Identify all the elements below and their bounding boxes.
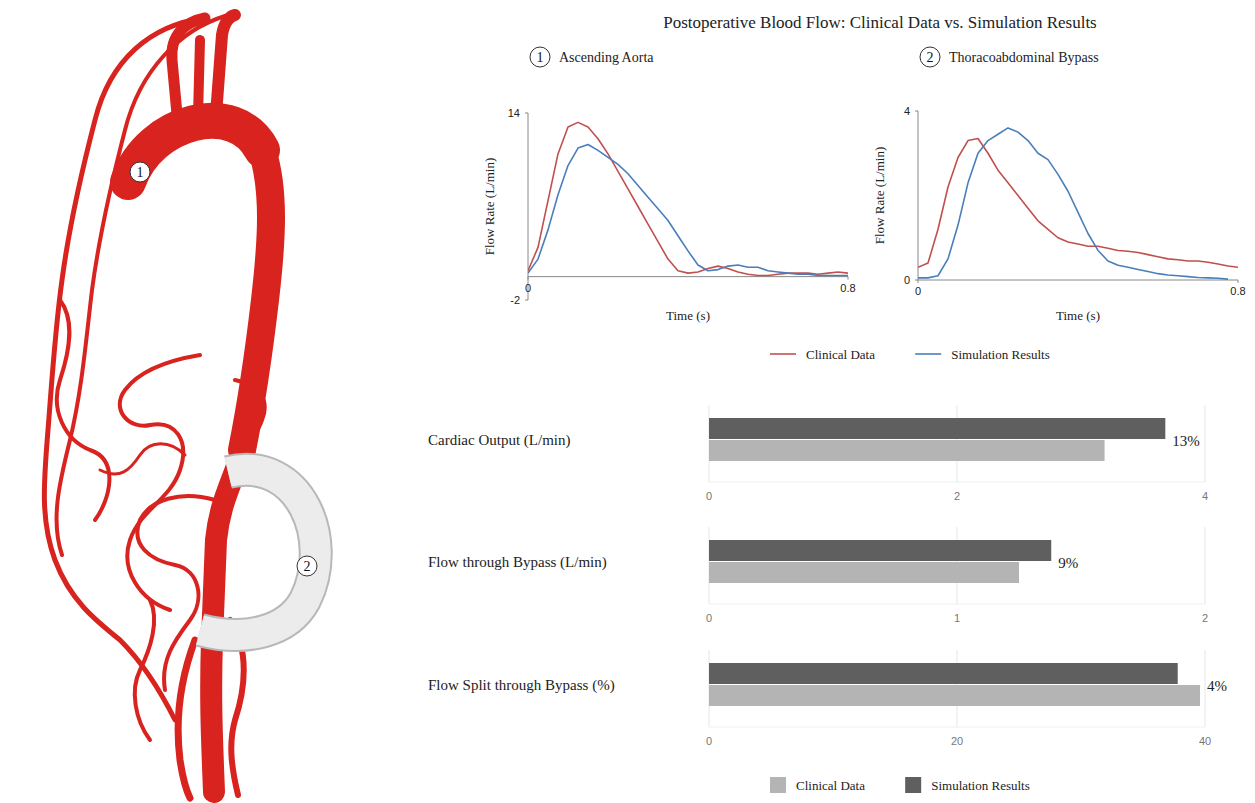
- figure: Postoperative Blood Flow: Clinical Data …: [0, 0, 1255, 803]
- y-tick: [915, 111, 918, 112]
- x-tick: [1238, 280, 1239, 283]
- x-tick-label: 0: [706, 490, 712, 502]
- y-tick-label: 4: [904, 105, 910, 117]
- category-label: Flow Split through Bypass (%): [428, 677, 615, 694]
- bar: [709, 685, 1200, 706]
- vessel: [135, 600, 154, 740]
- series-line: [528, 122, 848, 275]
- x-tick: [918, 280, 919, 283]
- chart-marker: [920, 47, 940, 67]
- grid-line: [1205, 405, 1206, 482]
- plot-area: [918, 128, 1238, 279]
- vessel: [178, 640, 195, 798]
- bypass-graft-outline: [200, 470, 316, 635]
- x-tick-label: 1: [954, 612, 960, 624]
- x-axis-title: Time (s): [1056, 308, 1100, 323]
- y-tick-label: 0: [904, 274, 910, 286]
- bar-chart: 0 2 4 Cardiac Output (L/min) 13%: [428, 405, 1208, 502]
- plot-area: [709, 663, 1200, 706]
- vessel-diagram: 12: [44, 15, 317, 798]
- legend-label: Simulation Results: [931, 778, 1030, 793]
- vessel: [57, 16, 225, 555]
- legend-label: Simulation Results: [951, 347, 1050, 362]
- bar-chart: 0 1 2 Flow through Bypass (L/min) 9%: [428, 527, 1208, 624]
- x-tick-label: 0: [706, 612, 712, 624]
- vessel: [100, 444, 185, 474]
- legend: Clinical Data Simulation Results: [770, 347, 1050, 362]
- y-tick-label: 14: [508, 107, 520, 119]
- bar: [709, 440, 1105, 461]
- line-chart: 1 Ascending Aorta -2 14 0 0.8 Time (s) Flow Rat…: [482, 47, 856, 323]
- x-axis: [528, 276, 848, 277]
- y-tick: [525, 300, 528, 301]
- diagram-marker: [130, 162, 150, 182]
- difference-label: 9%: [1058, 555, 1078, 571]
- legend-label: Clinical Data: [796, 778, 865, 793]
- x-tick-label: 2: [1202, 612, 1208, 624]
- x-tick: [848, 277, 849, 280]
- diagram-marker-label: 1: [137, 165, 144, 180]
- line-chart: 2 Thoracoabdominal Bypass 0 4 0 0.8 Time (s) Fl…: [872, 47, 1246, 323]
- difference-label: 13%: [1172, 433, 1200, 449]
- x-tick-label: 0: [706, 735, 712, 747]
- x-axis: [918, 280, 1238, 281]
- bar-chart: 0 20 40 Flow Split through Bypass (%) 4%: [428, 650, 1227, 747]
- bar: [709, 540, 1051, 561]
- vessel: [128, 121, 262, 182]
- grid-line: [1205, 527, 1206, 604]
- legend-label: Clinical Data: [806, 347, 875, 362]
- bypass-graft: [200, 470, 316, 635]
- figure-title: Postoperative Blood Flow: Clinical Data …: [663, 13, 1096, 32]
- x-tick-label: 4: [1202, 490, 1208, 502]
- series-line: [918, 138, 1238, 267]
- x-tick-label: 0: [525, 282, 531, 294]
- category-label: Cardiac Output (L/min): [428, 432, 570, 449]
- y-axis-title: Flow Rate (L/min): [872, 147, 887, 245]
- plot-area: [528, 122, 848, 275]
- grid-line: [1205, 650, 1206, 727]
- legend-swatch: [770, 777, 786, 793]
- vessel: [57, 300, 110, 520]
- x-tick: [528, 277, 529, 280]
- x-tick-label: 0.8: [1230, 285, 1245, 297]
- y-axis: [918, 111, 919, 280]
- x-tick-label: 20: [951, 735, 963, 747]
- x-axis-title: Time (s): [666, 308, 710, 323]
- chart-marker: [530, 47, 550, 67]
- x-tick-label: 2: [954, 490, 960, 502]
- difference-label: 4%: [1207, 678, 1227, 694]
- legend-swatch: [905, 777, 921, 793]
- legend: Clinical Data Simulation Results: [770, 777, 1030, 793]
- series-line: [918, 128, 1228, 279]
- vessel: [242, 150, 271, 450]
- x-tick-label: 0.8: [840, 282, 855, 294]
- series-line: [528, 145, 848, 276]
- chart-title: Thoracoabdominal Bypass: [949, 50, 1099, 65]
- legend-swatch: [915, 353, 941, 355]
- x-tick-label: 0: [915, 285, 921, 297]
- y-tick-label: -2: [510, 294, 520, 306]
- bar: [709, 663, 1178, 684]
- plot-area: [709, 540, 1051, 583]
- chart-marker-label: 2: [927, 50, 934, 65]
- x-tick-label: 40: [1199, 735, 1211, 747]
- bar: [709, 562, 1019, 583]
- chart-marker-label: 1: [537, 50, 544, 65]
- category-label: Flow through Bypass (L/min): [428, 554, 607, 571]
- vessel: [216, 15, 235, 115]
- chart-title: Ascending Aorta: [559, 50, 654, 65]
- y-tick: [525, 113, 528, 114]
- diagram-marker-label: 2: [304, 559, 311, 574]
- plot-area: [709, 418, 1165, 461]
- y-axis-title: Flow Rate (L/min): [482, 158, 497, 256]
- legend-swatch: [770, 353, 796, 355]
- diagram-marker: [297, 556, 317, 576]
- bar: [709, 418, 1165, 439]
